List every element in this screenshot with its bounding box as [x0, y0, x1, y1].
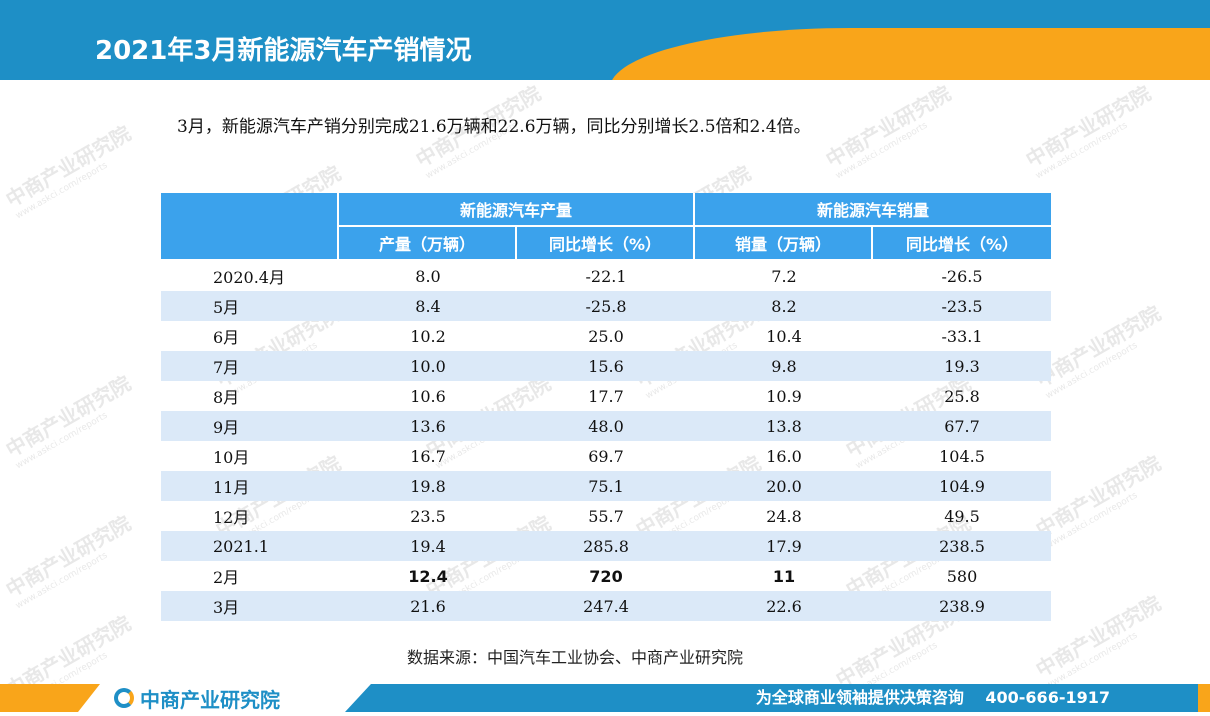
- footer-bar: 中商产业研究院 为全球商业领袖提供决策咨询 400-666-1917: [0, 680, 1210, 716]
- sales-yoy-cell: 104.5: [939, 446, 985, 466]
- sales-yoy-cell: 580: [946, 566, 978, 586]
- sales-yoy-cell: 67.7: [873, 411, 1051, 441]
- sales-cell: 8.2: [695, 291, 873, 321]
- sales-yoy-cell: 238.5: [873, 531, 1051, 561]
- sales-yoy-cell: 104.9: [873, 471, 1051, 501]
- sales-yoy-cell: -23.5: [873, 291, 1051, 321]
- production-cell: 16.7: [410, 446, 446, 466]
- sales-cell: 9.8: [695, 351, 873, 381]
- data-table: 新能源汽车产量 新能源汽车销量 产量（万辆） 同比增长（%） 销量（万辆） 同比…: [161, 193, 1051, 621]
- sales-cell: 17.9: [695, 531, 873, 561]
- production-cell: 19.8: [339, 471, 517, 501]
- table-row: 5月 8.4 -25.8 8.2 -23.5: [161, 291, 1051, 321]
- month-cell: 7月: [161, 351, 339, 381]
- sales-cell: 20.0: [695, 471, 873, 501]
- sales-cell: 16.0: [766, 446, 802, 466]
- data-source: 数据来源：中国汽车工业协会、中商产业研究院: [407, 648, 744, 667]
- production-yoy-cell: 247.4: [517, 591, 695, 621]
- production-cell: 19.4: [339, 531, 517, 561]
- summary-text: 3月，新能源汽车产销分别完成21.6万辆和22.6万辆，同比分别增长2.5倍和2…: [177, 117, 811, 137]
- header-orange-wave: [610, 28, 1210, 86]
- production-cell: 23.5: [410, 506, 446, 526]
- month-cell: 5月: [161, 291, 339, 321]
- production-cell: 8.4: [339, 291, 517, 321]
- month-cell: 6月: [213, 328, 240, 347]
- production-cell: 10.6: [410, 386, 446, 406]
- production-yoy-cell: -22.1: [585, 266, 627, 286]
- sales-cell: 24.8: [766, 506, 802, 526]
- group-header-production: 新能源汽车产量: [339, 193, 695, 227]
- footer-orange-accent: [0, 684, 100, 712]
- column-header: 销量（万辆）: [695, 227, 873, 261]
- table-row: 9月 13.6 48.0 13.8 67.7: [161, 411, 1051, 441]
- production-cell: 10.0: [339, 351, 517, 381]
- group-header-sales: 新能源汽车销量: [695, 193, 1051, 227]
- sales-yoy-cell: 19.3: [873, 351, 1051, 381]
- brand-logo: 中商产业研究院: [114, 684, 280, 712]
- production-cell: 8.0: [415, 266, 441, 286]
- footer-blue-band: [345, 684, 1210, 712]
- sales-cell: 10.9: [766, 386, 802, 406]
- sales-cell: 22.6: [695, 591, 873, 621]
- brand-name: 中商产业研究院: [140, 687, 280, 712]
- production-yoy-cell: 48.0: [517, 411, 695, 441]
- month-cell: 2月: [213, 568, 240, 587]
- production-cell: 12.4: [408, 566, 448, 586]
- table-row: 6月 10.2 25.0 10.4 -33.1: [161, 321, 1051, 351]
- header-banner: 2021年3月新能源汽车产销情况: [0, 0, 1210, 86]
- sales-yoy-cell: 25.8: [944, 386, 980, 406]
- table-row: 12月 23.5 55.7 24.8 49.5: [161, 501, 1051, 531]
- production-yoy-cell: 720: [589, 566, 623, 586]
- sales-cell: 11: [772, 566, 796, 586]
- footer-orange-end: [1198, 684, 1210, 712]
- table-row: 10月 16.7 69.7 16.0 104.5: [161, 441, 1051, 471]
- month-cell: 11月: [161, 471, 339, 501]
- production-yoy-cell: 285.8: [517, 531, 695, 561]
- production-yoy-cell: -25.8: [517, 291, 695, 321]
- table-row: 7月 10.0 15.6 9.8 19.3: [161, 351, 1051, 381]
- table-row: 8月 10.6 17.7 10.9 25.8: [161, 381, 1051, 411]
- month-cell: 12月: [213, 508, 250, 527]
- production-yoy-cell: 75.1: [517, 471, 695, 501]
- column-header: 同比增长（%）: [517, 227, 695, 261]
- production-cell: 10.2: [410, 326, 446, 346]
- table-row: 2020.4月 8.0 -22.1 7.2 -26.5: [161, 261, 1051, 291]
- column-header: 产量（万辆）: [339, 227, 517, 261]
- sales-yoy-cell: 49.5: [944, 506, 980, 526]
- table-row: 3月 21.6 247.4 22.6 238.9: [161, 591, 1051, 621]
- table-row: 2021.1 19.4 285.8 17.9 238.5: [161, 531, 1051, 561]
- production-cell: 13.6: [339, 411, 517, 441]
- month-header: [161, 193, 339, 261]
- table-row: 2月 12.4 720 11 580: [161, 561, 1051, 591]
- month-cell: 2020.4月: [213, 268, 285, 287]
- header-divider: [0, 80, 1210, 86]
- sales-cell: 10.4: [766, 326, 802, 346]
- sales-yoy-cell: 238.9: [873, 591, 1051, 621]
- production-cell: 21.6: [339, 591, 517, 621]
- column-header: 同比增长（%）: [873, 227, 1051, 261]
- production-yoy-cell: 25.0: [588, 326, 624, 346]
- brand-logo-icon: [114, 688, 134, 708]
- production-yoy-cell: 15.6: [517, 351, 695, 381]
- production-yoy-cell: 55.7: [588, 506, 624, 526]
- table-row: 11月 19.8 75.1 20.0 104.9: [161, 471, 1051, 501]
- production-yoy-cell: 17.7: [588, 386, 624, 406]
- sales-cell: 7.2: [771, 266, 797, 286]
- month-cell: 3月: [161, 591, 339, 621]
- production-yoy-cell: 69.7: [588, 446, 624, 466]
- sales-yoy-cell: -33.1: [941, 326, 983, 346]
- month-cell: 8月: [213, 388, 240, 407]
- month-cell: 10月: [213, 448, 250, 467]
- month-cell: 9月: [161, 411, 339, 441]
- footer-slogan: 为全球商业领袖提供决策咨询 400-666-1917: [755, 688, 1110, 707]
- sales-yoy-cell: -26.5: [941, 266, 983, 286]
- page-title: 2021年3月新能源汽车产销情况: [95, 36, 472, 66]
- sales-cell: 13.8: [695, 411, 873, 441]
- month-cell: 2021.1: [161, 531, 339, 561]
